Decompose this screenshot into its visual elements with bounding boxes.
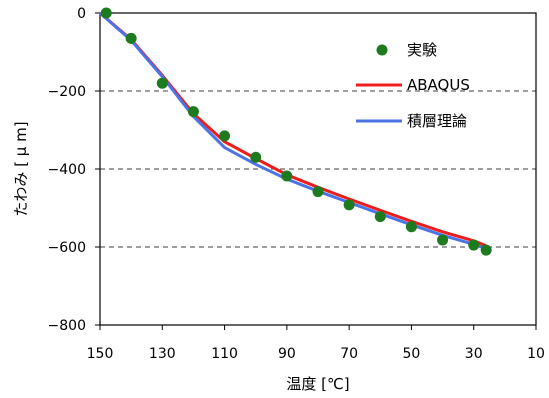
data-point	[219, 130, 231, 142]
x-tick-label: 150	[87, 346, 114, 362]
data-point	[156, 77, 168, 89]
data-point	[125, 32, 137, 44]
data-point	[405, 221, 417, 233]
data-point	[480, 244, 492, 256]
data-point	[437, 234, 449, 246]
y-tick-label: −200	[48, 84, 86, 100]
x-tick-label: 30	[465, 346, 483, 362]
series-points	[100, 7, 492, 256]
x-axis-label: 温度 [℃]	[286, 375, 349, 393]
data-point	[468, 239, 480, 251]
data-point	[312, 186, 324, 198]
x-tick-label: 130	[149, 346, 176, 362]
x-tick-label: 90	[278, 346, 296, 362]
y-tick-label: 0	[77, 6, 86, 22]
y-tick-label: −600	[48, 240, 86, 256]
y-tick-label: −800	[48, 318, 86, 334]
y-axis-label: たわみ [ μ m]	[12, 121, 30, 216]
data-point	[250, 151, 262, 163]
legend-label: 実験	[407, 41, 437, 59]
data-point	[187, 106, 199, 118]
x-axis-ticks: 150 130 110 90 70 50 30 10	[87, 325, 545, 362]
x-tick-label: 70	[340, 346, 358, 362]
legend-marker	[376, 44, 388, 56]
data-point	[281, 170, 293, 182]
legend-label: ABAQUS	[407, 76, 470, 94]
x-tick-label: 50	[403, 346, 421, 362]
x-tick-label: 110	[211, 346, 238, 362]
legend: 実験 ABAQUS 積層理論	[356, 41, 470, 130]
data-point	[374, 211, 386, 223]
legend-label: 積層理論	[407, 112, 467, 130]
y-tick-label: −400	[48, 162, 86, 178]
x-tick-label: 10	[527, 346, 545, 362]
data-point	[100, 7, 112, 19]
data-point	[343, 199, 355, 211]
y-axis-ticks: 0 −200 −400 −600 −800	[48, 6, 100, 334]
